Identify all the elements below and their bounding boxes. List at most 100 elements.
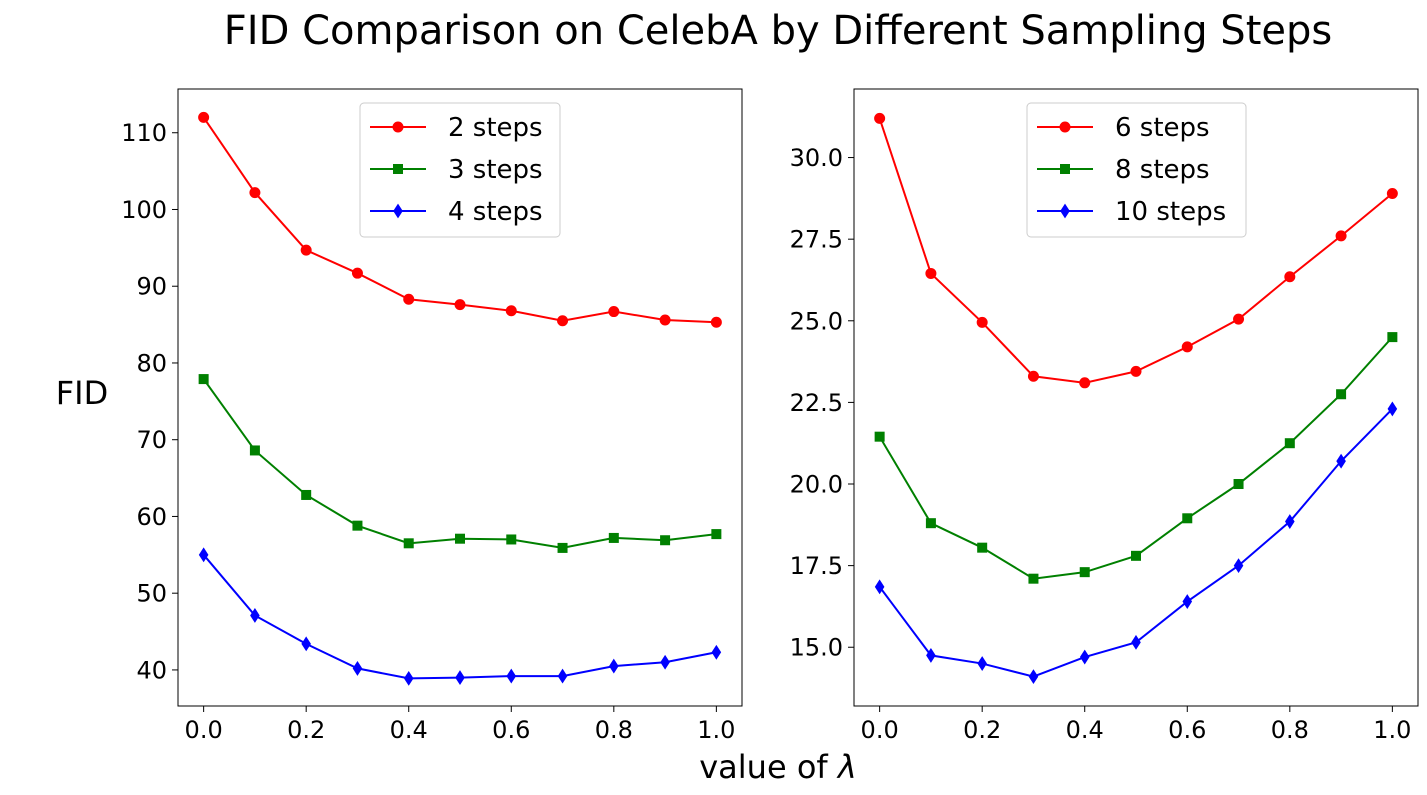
data-point xyxy=(1028,573,1039,584)
data-point xyxy=(660,535,671,546)
data-point xyxy=(249,187,261,199)
data-point xyxy=(403,538,414,549)
chart-title: FID Comparison on CelebA by Different Sa… xyxy=(224,8,1332,54)
data-point xyxy=(1285,514,1295,529)
data-point xyxy=(1130,365,1142,377)
data-point xyxy=(1336,389,1347,400)
data-point xyxy=(977,542,988,553)
legend-marker xyxy=(393,203,403,219)
x-tick-label: 0.6 xyxy=(1168,716,1206,744)
data-point xyxy=(660,654,670,670)
data-point xyxy=(1335,230,1347,242)
x-tick-label: 0.2 xyxy=(287,716,325,744)
x-axis-label-symbol: λ xyxy=(836,748,857,786)
y-tick-label: 22.5 xyxy=(790,389,843,417)
data-point xyxy=(198,547,209,563)
right-panel: 0.0 0.2 0.4 0.6 0.8 1.0 15.0 17.5 20.0 22.5 25.0 27… xyxy=(790,88,1419,744)
legend-label: 3 steps xyxy=(448,155,543,185)
data-point xyxy=(1387,401,1398,417)
legend-label: 4 steps xyxy=(448,197,543,227)
x-tick-label: 1.0 xyxy=(1373,716,1411,744)
data-point xyxy=(351,267,363,279)
data-point xyxy=(1182,513,1193,524)
data-point xyxy=(1386,187,1398,199)
x-tick-label: 0.2 xyxy=(963,716,1001,744)
series-4-steps xyxy=(198,547,722,686)
data-point xyxy=(301,636,311,652)
data-point xyxy=(198,111,210,123)
series-2-steps xyxy=(198,111,722,328)
data-point xyxy=(609,658,619,674)
legend-marker xyxy=(392,121,404,133)
x-tick-label: 0.6 xyxy=(492,716,530,744)
plot-frame xyxy=(853,88,1419,707)
series-10-steps xyxy=(874,401,1398,685)
y-tick-label: 110 xyxy=(121,119,167,147)
series-line xyxy=(202,378,717,549)
y-tick-label: 20.0 xyxy=(790,471,843,499)
data-point xyxy=(874,112,886,124)
data-point xyxy=(1028,669,1039,685)
data-point xyxy=(1233,313,1245,325)
y-tick-label: 25.0 xyxy=(790,307,843,335)
legend-label: 8 steps xyxy=(1115,155,1210,185)
series-8-steps xyxy=(874,332,1398,584)
data-point xyxy=(874,431,885,442)
legend-label: 6 steps xyxy=(1115,113,1210,143)
y-axis-label: FID xyxy=(56,374,108,412)
data-point xyxy=(403,670,414,686)
y-tick-label: 50 xyxy=(136,580,167,608)
x-axis-label: value of λ xyxy=(699,748,857,786)
data-point xyxy=(455,670,465,686)
plot-frame xyxy=(177,88,743,707)
legend-marker xyxy=(1059,121,1071,133)
data-point xyxy=(977,656,987,671)
y-tick-label: 100 xyxy=(121,196,167,224)
data-point xyxy=(557,315,569,327)
series-3-steps xyxy=(198,374,722,553)
y-tick-label: 15.0 xyxy=(790,634,843,662)
data-point xyxy=(352,520,363,531)
y-tick-label: 70 xyxy=(136,426,167,454)
data-point xyxy=(455,533,465,544)
y-tick-label: 60 xyxy=(136,503,167,531)
series-6-steps xyxy=(874,112,1398,389)
data-point xyxy=(1233,558,1244,574)
data-point xyxy=(1182,594,1193,609)
data-point xyxy=(1181,341,1193,353)
data-point xyxy=(1131,634,1141,650)
data-point xyxy=(1284,271,1296,283)
y-tick-label: 17.5 xyxy=(790,552,843,580)
data-point xyxy=(506,668,517,684)
data-point xyxy=(454,299,466,311)
data-point xyxy=(608,532,619,543)
data-point xyxy=(352,660,363,676)
legend-marker xyxy=(393,164,403,174)
data-point xyxy=(557,668,568,684)
data-point xyxy=(1131,550,1141,561)
legend: 2 steps 3 steps 4 steps xyxy=(359,102,561,238)
data-point xyxy=(1079,377,1091,389)
x-tick-label: 0.8 xyxy=(595,716,633,744)
data-point xyxy=(1284,438,1295,449)
data-point xyxy=(874,579,885,595)
left-panel: 0.0 0.2 0.4 0.6 0.8 1.0 40 50 60 70 80 90 100 110 2 st… xyxy=(121,88,743,744)
data-point xyxy=(710,316,722,328)
legend-label: 2 steps xyxy=(448,113,543,143)
data-point xyxy=(925,518,936,529)
series-line xyxy=(202,554,717,680)
legend-marker xyxy=(1060,203,1070,219)
data-point xyxy=(976,316,988,328)
data-point xyxy=(301,489,312,500)
data-point xyxy=(505,305,517,317)
legend-marker xyxy=(1060,164,1070,174)
data-point xyxy=(198,374,209,385)
x-tick-label: 0.0 xyxy=(185,716,223,744)
data-point xyxy=(403,293,415,305)
data-point xyxy=(1079,567,1090,578)
x-tick-label: 0.0 xyxy=(861,716,899,744)
legend: 6 steps 8 steps 10 steps xyxy=(1026,102,1247,238)
y-tick-label: 90 xyxy=(136,273,167,301)
data-point xyxy=(1233,479,1244,490)
